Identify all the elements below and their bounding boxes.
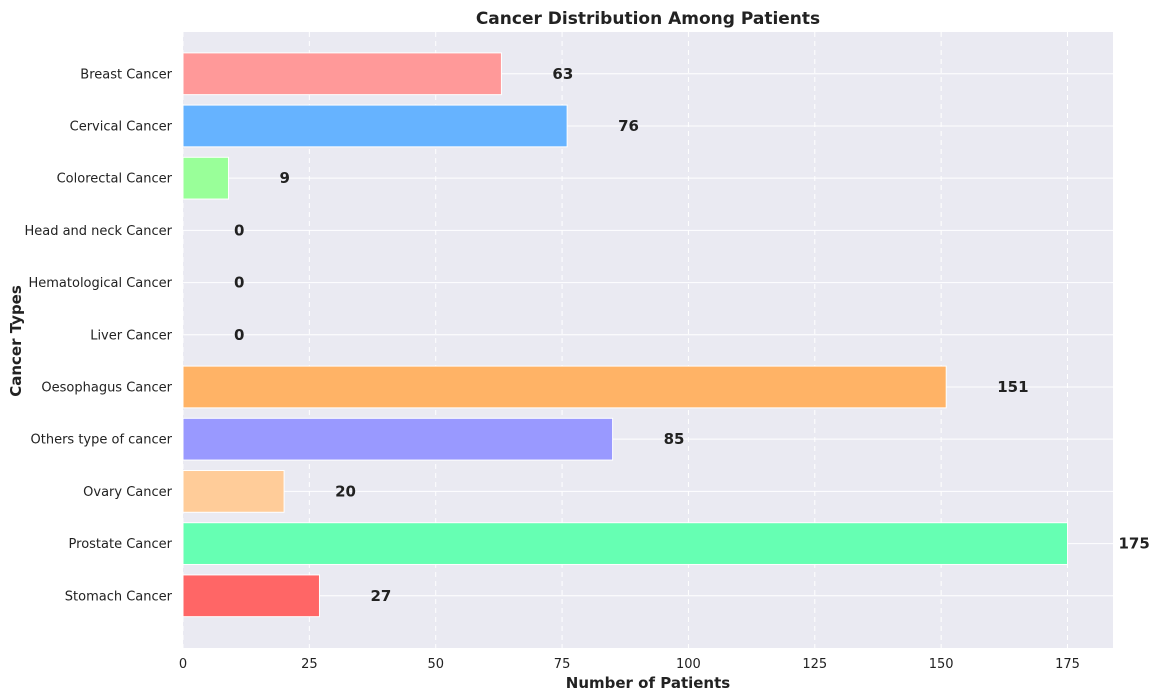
y-tick-label: Breast Cancer: [80, 67, 172, 82]
x-tick-label: 175: [1055, 657, 1080, 672]
y-tick-label: Prostate Cancer: [69, 537, 173, 552]
bar: [182, 574, 320, 618]
x-axis-label: Number of Patients: [566, 674, 730, 692]
x-tick-label: 100: [676, 657, 701, 672]
value-label: 27: [370, 587, 391, 605]
y-tick-labels: Breast Cancer Cervical Cancer Colorectal C…: [24, 67, 172, 604]
bar: [182, 417, 614, 461]
y-tick-label: Cervical Cancer: [70, 119, 173, 134]
y-tick-label: Liver Cancer: [90, 328, 172, 343]
x-tick-labels: 0 25 50 75 100 125 150 175: [179, 657, 1080, 672]
value-label: 9: [279, 169, 289, 187]
y-tick-label: Others type of cancer: [31, 433, 173, 448]
x-tick-label: 25: [301, 657, 318, 672]
y-tick-label: Colorectal Cancer: [57, 172, 173, 187]
x-tick-label: 75: [554, 657, 571, 672]
bar: [182, 470, 285, 513]
y-tick-label: Ovary Cancer: [83, 485, 172, 500]
x-tick-label: 50: [427, 657, 444, 672]
bar: [182, 365, 947, 409]
bar: [182, 104, 568, 148]
y-tick-label: Hematological Cancer: [28, 276, 172, 291]
chart-title: Cancer Distribution Among Patients: [476, 9, 820, 29]
value-label: 20: [335, 482, 356, 500]
y-tick-label: Stomach Cancer: [65, 589, 173, 604]
value-label: 63: [552, 65, 573, 83]
x-tick-label: 150: [929, 657, 954, 672]
y-tick-label: Oesophagus Cancer: [41, 380, 172, 395]
x-tick-label: 0: [179, 657, 187, 672]
x-tick-label: 125: [802, 657, 827, 672]
value-label: 85: [664, 430, 685, 448]
bar: [182, 52, 502, 96]
value-label: 0: [234, 274, 244, 292]
value-label: 0: [234, 221, 244, 239]
bar: [182, 522, 1069, 565]
bar: [182, 156, 229, 200]
bars: [182, 52, 1069, 618]
value-label: 76: [618, 117, 639, 135]
y-tick-label: Head and neck Cancer: [24, 224, 172, 239]
y-axis-label: Cancer Types: [7, 285, 25, 397]
value-label: 0: [234, 326, 244, 344]
value-labels: 63 76 9 0 0 0 151 85 20 175 27: [234, 65, 1150, 605]
value-label: 151: [997, 378, 1028, 396]
value-label: 175: [1119, 535, 1150, 553]
